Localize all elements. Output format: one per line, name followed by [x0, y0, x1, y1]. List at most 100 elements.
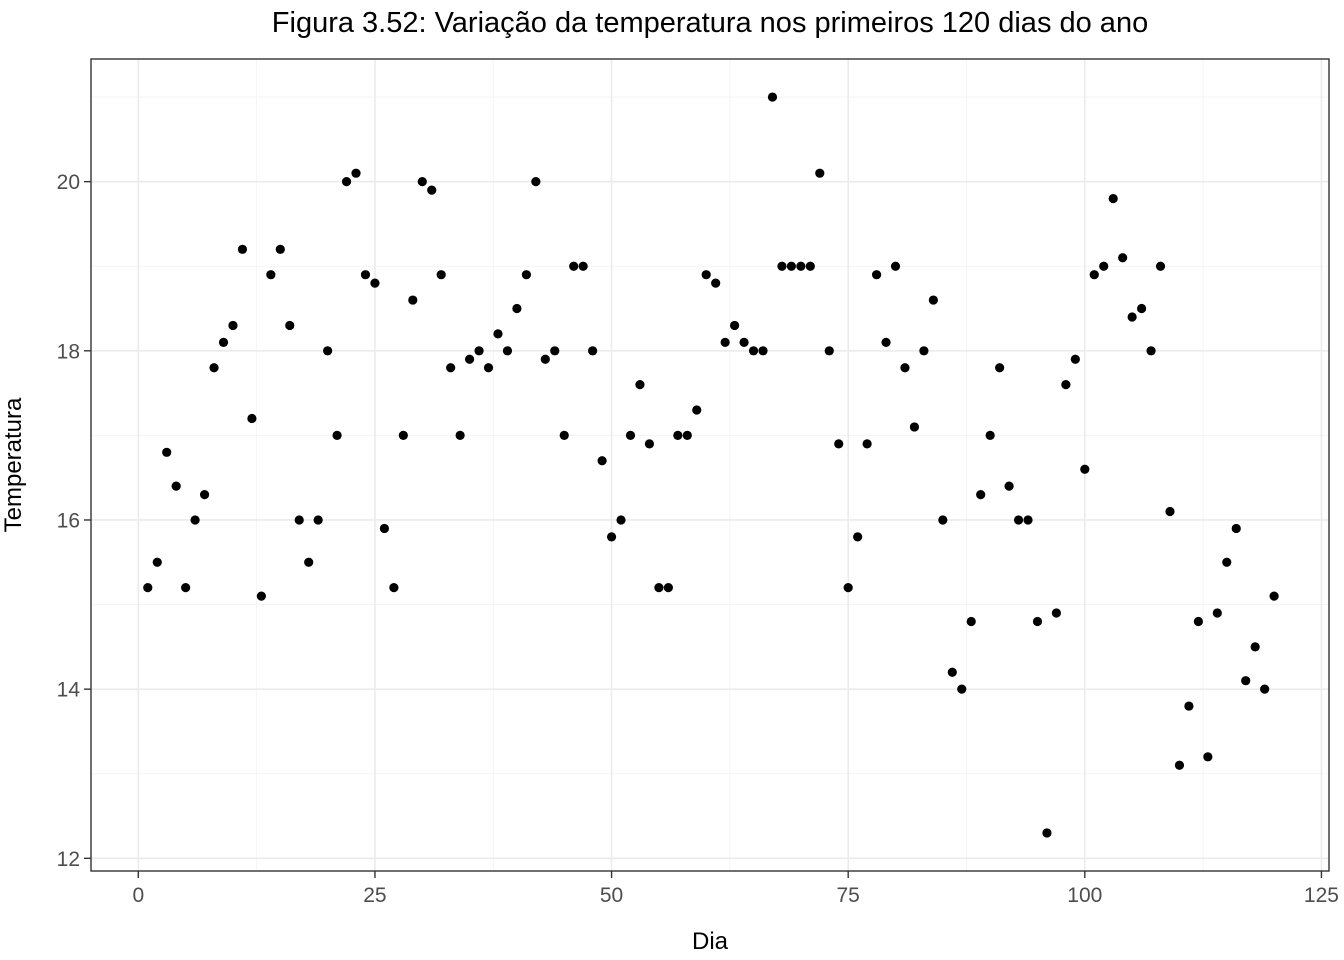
data-point — [436, 270, 446, 280]
data-point — [1032, 616, 1043, 627]
data-point — [890, 261, 901, 271]
data-point — [1108, 193, 1118, 204]
data-point — [559, 430, 569, 440]
data-point — [606, 532, 617, 542]
data-point — [550, 346, 560, 356]
data-point — [1013, 515, 1024, 525]
data-point — [1136, 303, 1147, 314]
data-point — [199, 490, 210, 500]
data-point — [1070, 354, 1080, 364]
data-point — [711, 278, 721, 288]
data-point — [767, 92, 778, 102]
data-point — [408, 295, 418, 305]
data-point — [862, 439, 872, 449]
data-point — [502, 346, 513, 356]
data-point — [474, 346, 484, 356]
data-point — [644, 439, 655, 449]
data-point — [1080, 464, 1090, 474]
data-point — [247, 413, 257, 424]
data-point — [162, 447, 172, 457]
data-point — [398, 430, 408, 440]
data-point — [947, 667, 957, 677]
data-point — [1004, 481, 1014, 491]
data-point — [1118, 253, 1128, 263]
data-point — [1203, 752, 1213, 762]
y-tick-label: 18 — [57, 340, 80, 363]
data-point — [1089, 270, 1099, 280]
data-point — [1127, 312, 1137, 322]
data-point — [1184, 701, 1194, 711]
data-point — [786, 261, 796, 271]
data-point — [1269, 591, 1279, 601]
data-point — [682, 430, 692, 440]
data-point — [181, 583, 191, 593]
data-point — [578, 261, 588, 271]
data-point — [446, 363, 456, 373]
data-point — [938, 515, 948, 525]
y-tick-label: 12 — [57, 848, 80, 871]
data-point — [748, 346, 759, 356]
data-point — [730, 320, 740, 331]
x-tick-label: 25 — [363, 884, 386, 907]
data-point — [1042, 828, 1052, 838]
data-point — [1212, 608, 1222, 618]
y-tick-label: 14 — [57, 679, 81, 702]
data-point — [976, 490, 986, 500]
data-point — [985, 430, 995, 440]
data-points — [143, 92, 1279, 838]
data-point — [957, 684, 967, 694]
data-point — [777, 261, 787, 271]
data-point — [521, 270, 531, 280]
plot-panel — [90, 58, 1330, 872]
data-point — [1231, 523, 1241, 534]
data-point — [171, 481, 181, 491]
data-point — [190, 515, 200, 525]
data-point — [143, 583, 153, 593]
x-tick-label: 125 — [1304, 884, 1339, 907]
data-point — [758, 346, 768, 356]
data-point — [692, 405, 702, 415]
data-point — [1023, 515, 1033, 525]
data-point — [1193, 616, 1203, 627]
data-point — [966, 616, 976, 627]
data-point — [1155, 261, 1166, 271]
data-point — [427, 185, 437, 195]
y-axis-title: Temperatura — [0, 397, 27, 532]
data-point — [1099, 261, 1109, 271]
data-point — [1222, 557, 1232, 567]
data-point — [805, 261, 815, 271]
x-tick-label: 100 — [1067, 884, 1102, 907]
data-point — [919, 346, 929, 356]
data-point — [152, 557, 162, 567]
data-point — [739, 337, 749, 347]
data-point — [616, 515, 626, 525]
data-point — [1146, 346, 1156, 356]
data-point — [635, 380, 645, 390]
data-point — [1241, 676, 1251, 686]
x-axis-title: Dia — [692, 928, 729, 955]
data-point — [654, 583, 664, 593]
data-point — [881, 337, 891, 347]
data-point — [824, 346, 834, 356]
data-point — [815, 168, 825, 178]
data-point — [417, 177, 427, 187]
data-point — [313, 515, 323, 525]
y-tick-label: 20 — [57, 171, 80, 194]
data-point — [266, 270, 276, 280]
data-point — [209, 363, 219, 373]
data-point — [843, 583, 853, 593]
data-point — [1260, 684, 1270, 694]
data-point — [900, 363, 910, 373]
data-point — [1061, 380, 1071, 390]
data-point — [1051, 608, 1062, 618]
x-tick-label: 50 — [600, 884, 623, 907]
data-point — [256, 591, 266, 601]
x-tick-label: 0 — [132, 884, 144, 907]
data-point — [360, 270, 371, 280]
data-point — [871, 270, 882, 280]
data-point — [379, 523, 390, 534]
data-point — [228, 320, 238, 331]
data-point — [1250, 642, 1260, 652]
data-point — [853, 532, 863, 542]
